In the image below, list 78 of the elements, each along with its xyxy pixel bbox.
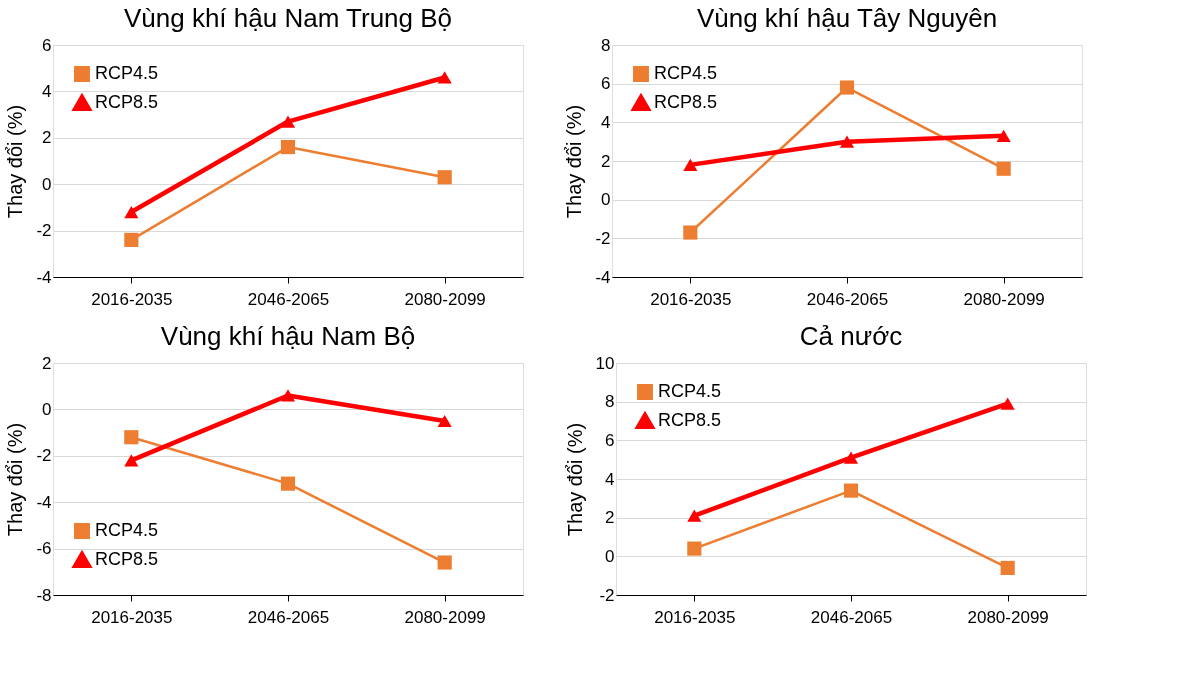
point	[843, 483, 859, 498]
x-tick-label: 2080-2099	[404, 607, 486, 627]
legend-label: RCP4.5	[95, 63, 159, 83]
legend-label: RCP8.5	[654, 92, 718, 112]
x-tick-label: 2046-2065	[806, 289, 889, 309]
y-tick-label: 8	[605, 392, 615, 412]
y-tick-label: 0	[601, 190, 611, 210]
point	[124, 454, 139, 467]
y-axis-title: Thay đổi (%)	[4, 422, 27, 537]
point	[124, 205, 139, 219]
chart-title: Vùng khí hậu Nam Bộ	[160, 321, 416, 351]
point	[124, 430, 139, 445]
legend-label: RCP4.5	[658, 381, 722, 401]
y-tick-label: 0	[605, 546, 615, 566]
point	[1000, 397, 1015, 410]
point	[280, 115, 296, 128]
chart-title: Cả nước	[799, 321, 903, 351]
point	[839, 80, 855, 95]
point	[687, 509, 702, 522]
point	[124, 232, 139, 247]
point	[683, 158, 698, 171]
x-tick-label: 2046-2065	[247, 607, 330, 627]
y-tick-label: 2	[42, 353, 52, 373]
point	[437, 71, 452, 84]
y-tick-label: 6	[605, 430, 615, 450]
y-tick-label: -4	[36, 492, 52, 512]
point	[996, 161, 1011, 176]
legend-label: RCP4.5	[654, 63, 718, 83]
y-axis-title: Thay đổi (%)	[563, 422, 586, 537]
x-tick-label: 2080-2099	[967, 607, 1049, 627]
legend-label: RCP8.5	[658, 410, 722, 430]
x-tick-label: 2016-2035	[91, 289, 173, 309]
point	[683, 225, 698, 240]
chart-title: Vùng khí hậu Nam Trung Bộ	[123, 3, 453, 33]
y-tick-label: 2	[601, 151, 611, 171]
point	[280, 389, 296, 402]
y-axis-title: Thay đổi (%)	[4, 104, 27, 219]
legend-label: RCP4.5	[95, 520, 159, 540]
y-tick-label: -4	[595, 267, 611, 287]
chart-title: Vùng khí hậu Tây Nguyên	[696, 3, 998, 33]
legend-label: RCP8.5	[95, 92, 159, 112]
point	[437, 414, 452, 428]
y-tick-label: -4	[36, 267, 52, 287]
x-tick-label: 2016-2035	[654, 607, 736, 627]
y-tick-label: 6	[601, 74, 611, 94]
point	[1000, 560, 1015, 575]
point	[437, 170, 452, 185]
y-tick-label: 10	[595, 353, 615, 373]
point	[996, 129, 1011, 142]
point	[843, 451, 859, 464]
legend-label: RCP8.5	[95, 549, 159, 569]
x-tick-label: 2046-2065	[810, 607, 893, 627]
y-tick-label: 6	[42, 35, 52, 55]
y-tick-label: 4	[605, 469, 615, 489]
y-tick-label: -2	[595, 228, 611, 248]
y-tick-label: 4	[601, 112, 611, 132]
y-tick-label: 8	[601, 35, 611, 55]
point	[280, 140, 296, 155]
x-tick-label: 2080-2099	[963, 289, 1045, 309]
point	[437, 555, 452, 570]
point	[839, 135, 855, 148]
y-tick-label: 0	[42, 174, 52, 194]
x-tick-label: 2080-2099	[404, 289, 486, 309]
y-tick-label: 2	[42, 128, 52, 148]
x-tick-label: 2016-2035	[650, 289, 732, 309]
y-axis-title: Thay đổi (%)	[563, 104, 586, 219]
x-tick-label: 2046-2065	[247, 289, 330, 309]
y-tick-label: -2	[36, 446, 52, 466]
y-tick-label: -2	[599, 585, 615, 605]
x-tick-label: 2016-2035	[91, 607, 173, 627]
point	[687, 541, 702, 556]
y-tick-label: 4	[42, 81, 52, 101]
y-tick-label: 0	[42, 399, 52, 419]
y-tick-label: -6	[36, 539, 52, 559]
y-tick-label: -2	[36, 221, 52, 241]
point	[280, 476, 296, 491]
y-tick-label: 2	[605, 508, 615, 528]
y-tick-label: -8	[36, 585, 52, 605]
